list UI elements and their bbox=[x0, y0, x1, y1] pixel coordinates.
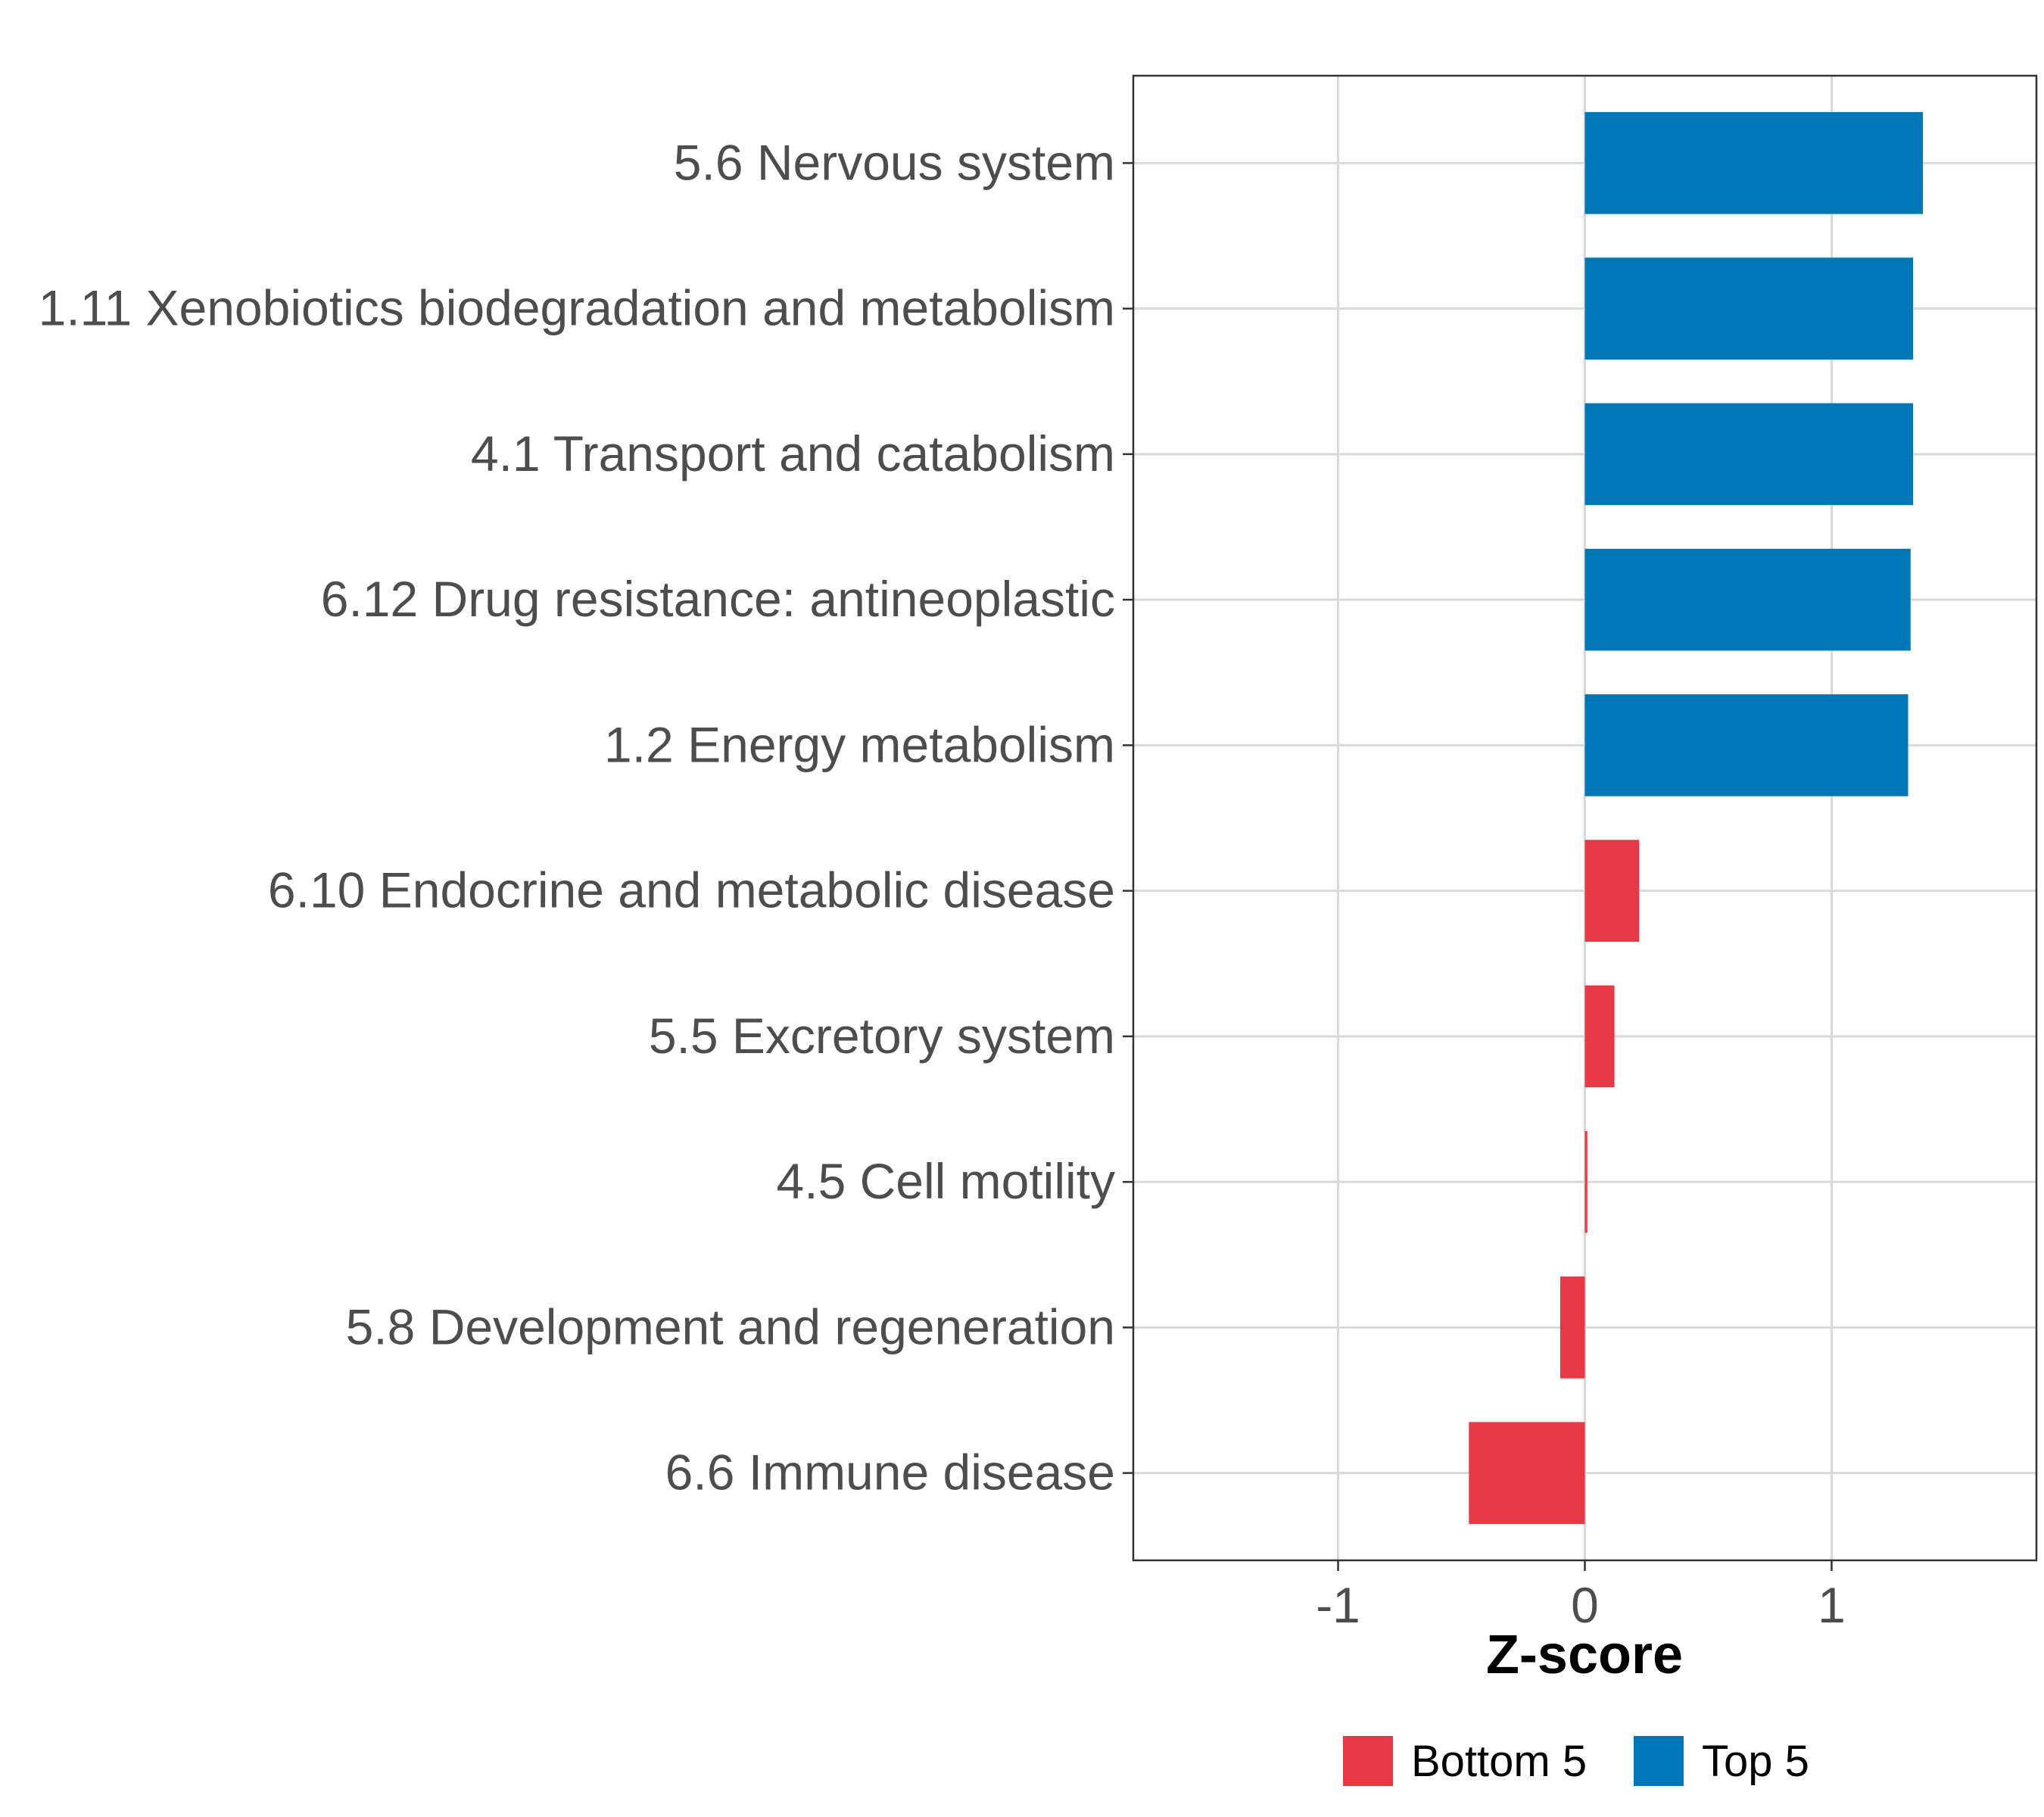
bar bbox=[1584, 1130, 1588, 1233]
legend-label: Bottom 5 bbox=[1411, 1737, 1587, 1786]
category-label: 4.1 Transport and catabolism bbox=[471, 425, 1115, 482]
category-label: 6.10 Endocrine and metabolic disease bbox=[268, 862, 1115, 918]
bar bbox=[1559, 1276, 1585, 1379]
category-label: 6.6 Immune disease bbox=[665, 1445, 1115, 1501]
legend-key bbox=[1343, 1736, 1393, 1786]
bar bbox=[1584, 548, 1911, 651]
x-tick-label: 1 bbox=[1818, 1577, 1846, 1633]
bar bbox=[1584, 694, 1908, 796]
bar bbox=[1584, 403, 1914, 506]
bar bbox=[1584, 840, 1640, 942]
bar bbox=[1584, 112, 1924, 214]
bar bbox=[1469, 1422, 1585, 1524]
category-label: 1.2 Energy metabolism bbox=[604, 716, 1115, 772]
legend-label: Top 5 bbox=[1702, 1737, 1809, 1786]
legend-key bbox=[1634, 1736, 1684, 1786]
x-axis-title: Z-score bbox=[1486, 1625, 1683, 1685]
category-label: 4.5 Cell motility bbox=[777, 1153, 1115, 1209]
category-label: 5.6 Nervous system bbox=[674, 134, 1115, 190]
category-label: 6.12 Drug resistance: antineoplastic bbox=[321, 571, 1115, 627]
x-tick-label: 0 bbox=[1571, 1577, 1599, 1633]
y-axis: 5.6 Nervous system 1.11 Xenobiotics biode… bbox=[39, 134, 1133, 1501]
category-label: 5.8 Development and regeneration bbox=[346, 1298, 1115, 1354]
bars bbox=[1469, 112, 1924, 1524]
legend: Bottom 5 Top 5 bbox=[1343, 1736, 1809, 1786]
x-tick-label: -1 bbox=[1316, 1577, 1360, 1633]
category-label: 1.11 Xenobiotics biodegradation and meta… bbox=[39, 280, 1115, 336]
x-axis: -1 0 1 bbox=[1316, 1560, 1846, 1633]
bar bbox=[1584, 257, 1914, 360]
category-label: 5.5 Excretory system bbox=[649, 1008, 1115, 1064]
bar bbox=[1584, 985, 1615, 1088]
